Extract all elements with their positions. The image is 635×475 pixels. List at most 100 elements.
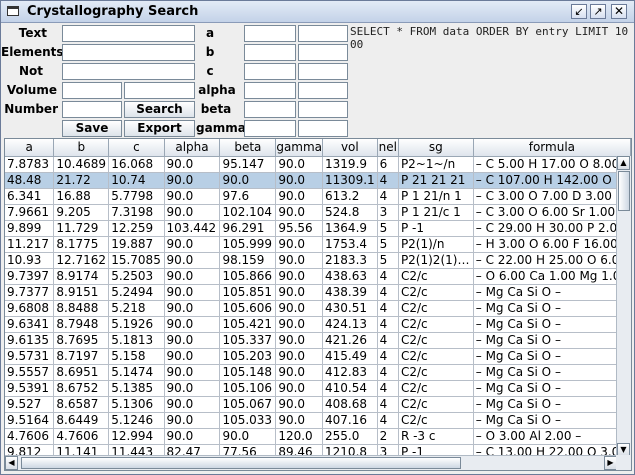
text-input[interactable] — [62, 25, 195, 42]
table-cell-a: 7.8783 — [5, 156, 55, 173]
table-cell-vol: 1319.9 — [322, 156, 378, 173]
column-header-gamma[interactable]: gamma — [275, 139, 324, 157]
title-bar[interactable]: Crystallography Search ↙ ↗ ✕ — [1, 1, 634, 23]
table-cell-formula: – C 5.00 H 17.00 O 8.00 — [473, 156, 631, 173]
table-row[interactable]: 7.8783 10.4689 16.068 90.0 95.147 90.0 1319.9 6… — [5, 156, 631, 173]
table-cell-a: 9.6808 — [5, 300, 55, 317]
table-cell-formula: – C 3.00 O 6.00 Sr 1.00 — [473, 204, 631, 221]
table-cell-c: 5.7798 — [108, 188, 165, 205]
table-cell-vol: 415.49 — [322, 348, 378, 365]
table-cell-a: 9.7397 — [5, 268, 55, 285]
column-header-beta[interactable]: beta — [219, 139, 277, 157]
table-cell-nel: 4 — [377, 364, 399, 381]
volume-min-input[interactable] — [62, 82, 122, 99]
table-cell-alpha: 90.0 — [164, 300, 221, 317]
table-cell-formula: – Mg Ca Si O – — [473, 332, 631, 349]
table-row[interactable]: 4.7606 4.7606 12.994 90.0 90.0 120.0 255.0 2 R -… — [5, 428, 631, 445]
table-row[interactable]: 48.48 21.72 10.74 90.0 90.0 90.0 11309.1 4 P 21 … — [5, 172, 631, 189]
maximize-button[interactable]: ↗ — [590, 4, 606, 19]
table-cell-c: 16.068 — [108, 156, 165, 173]
table-row[interactable]: 9.7377 8.9151 5.2494 90.0 105.851 90.0 438.39 4… — [5, 284, 631, 301]
b-max-input[interactable] — [298, 44, 348, 61]
table-cell-beta: 105.421 — [219, 316, 277, 333]
table-row[interactable]: 9.5731 8.7197 5.158 90.0 105.203 90.0 415.49 4 C… — [5, 348, 631, 365]
scroll-up-arrow-icon[interactable]: ▲ — [617, 156, 630, 170]
alpha-min-input[interactable] — [244, 82, 296, 99]
column-header-formula[interactable]: formula — [473, 139, 631, 157]
table-cell-gamma: 90.0 — [275, 188, 324, 205]
table-cell-b: 10.4689 — [53, 156, 110, 173]
column-header-sg[interactable]: sg — [398, 139, 474, 157]
table-cell-formula: – Mg Ca Si O – — [473, 300, 631, 317]
table-row[interactable]: 9.5557 8.6951 5.1474 90.0 105.148 90.0 412.83 4… — [5, 364, 631, 381]
table-cell-alpha: 90.0 — [164, 172, 221, 189]
table-row[interactable]: 6.341 16.88 5.7798 90.0 97.6 90.0 613.2 4 P 1 21… — [5, 188, 631, 205]
alpha-label: alpha — [198, 83, 236, 97]
table-cell-b: 9.205 — [53, 204, 110, 221]
c-max-input[interactable] — [298, 63, 348, 80]
elements-label: Elements — [1, 45, 64, 59]
table-row[interactable]: 9.5164 8.6449 5.1246 90.0 105.033 90.0 407.16 4… — [5, 412, 631, 429]
horizontal-scroll-thumb[interactable] — [21, 457, 461, 469]
scroll-left-arrow-icon[interactable]: ◀ — [5, 456, 18, 470]
column-header-b[interactable]: b — [53, 139, 110, 157]
iconify-button[interactable]: ↙ — [571, 4, 587, 19]
table-cell-c: 10.74 — [108, 172, 165, 189]
a-label: a — [205, 26, 215, 40]
table-row[interactable]: 7.9661 9.205 7.3198 90.0 102.104 90.0 524.8 3 P … — [5, 204, 631, 221]
table-cell-alpha: 90.0 — [164, 316, 221, 333]
a-min-input[interactable] — [244, 25, 296, 42]
results-table[interactable]: a b c alpha beta gamma vol nel sg formula 7.8783 1… — [4, 138, 632, 471]
table-cell-b: 12.7162 — [53, 252, 110, 269]
column-header-nel[interactable]: nel — [377, 139, 399, 157]
table-cell-beta: 105.866 — [219, 268, 277, 285]
column-header-c[interactable]: c — [108, 139, 165, 157]
table-row[interactable]: 9.899 11.729 12.259 103.442 96.291 95.56 1364.… — [5, 220, 631, 237]
table-row[interactable]: 9.7397 8.9174 5.2503 90.0 105.866 90.0 438.63 4… — [5, 268, 631, 285]
table-row[interactable]: 10.93 12.7162 15.7085 90.0 98.159 90.0 2183.3 5… — [5, 252, 631, 269]
scroll-right-arrow-icon[interactable]: ▶ — [604, 456, 617, 470]
save-button[interactable]: Save — [62, 120, 122, 137]
table-row[interactable]: 9.527 8.6587 5.1306 90.0 105.067 90.0 408.68 4 C… — [5, 396, 631, 413]
table-cell-alpha: 90.0 — [164, 348, 221, 365]
gamma-max-input[interactable] — [298, 120, 348, 137]
table-cell-formula: – H 3.00 O 6.00 F 16.00 — [473, 236, 631, 253]
alpha-max-input[interactable] — [298, 82, 348, 99]
number-input[interactable] — [62, 101, 122, 118]
vertical-scroll-thumb[interactable] — [618, 171, 630, 211]
beta-max-input[interactable] — [298, 101, 348, 118]
table-cell-vol: 412.83 — [322, 364, 378, 381]
table-cell-c: 5.1246 — [108, 412, 165, 429]
table-cell-gamma: 90.0 — [275, 204, 324, 221]
not-input[interactable] — [62, 63, 195, 80]
table-cell-a: 10.93 — [5, 252, 55, 269]
table-cell-a: 9.5164 — [5, 412, 55, 429]
horizontal-scrollbar[interactable]: ◀ ▶ — [5, 455, 617, 470]
column-header-alpha[interactable]: alpha — [164, 139, 221, 157]
export-button[interactable]: Export — [124, 120, 195, 137]
volume-max-input[interactable] — [124, 82, 195, 99]
table-row[interactable]: 9.6808 8.8488 5.218 90.0 105.606 90.0 430.51 4 C… — [5, 300, 631, 317]
results-grid: a b c alpha beta gamma vol nel sg formula 7.8783 1… — [5, 139, 631, 461]
search-button[interactable]: Search — [124, 101, 195, 118]
table-row[interactable]: 9.5391 8.6752 5.1385 90.0 105.106 90.0 410.54 4… — [5, 380, 631, 397]
table-cell-nel: 4 — [377, 284, 399, 301]
c-min-input[interactable] — [244, 63, 296, 80]
beta-label: beta — [200, 102, 232, 116]
column-header-a[interactable]: a — [5, 139, 55, 157]
vertical-scrollbar[interactable]: ▲ ▼ — [616, 156, 631, 457]
table-cell-sg: C2/c — [398, 348, 474, 365]
column-header-vol[interactable]: vol — [322, 139, 378, 157]
a-max-input[interactable] — [298, 25, 348, 42]
b-min-input[interactable] — [244, 44, 296, 61]
table-cell-gamma: 90.0 — [275, 156, 324, 173]
table-header-row: a b c alpha beta gamma vol nel sg formula — [5, 139, 631, 157]
beta-min-input[interactable] — [244, 101, 296, 118]
close-button[interactable]: ✕ — [611, 4, 627, 19]
table-row[interactable]: 9.6341 8.7948 5.1926 90.0 105.421 90.0 424.13 4… — [5, 316, 631, 333]
table-cell-alpha: 90.0 — [164, 364, 221, 381]
table-row[interactable]: 11.217 8.1775 19.887 90.0 105.999 90.0 1753.4 5… — [5, 236, 631, 253]
gamma-min-input[interactable] — [244, 120, 296, 137]
table-row[interactable]: 9.6135 8.7695 5.1813 90.0 105.337 90.0 421.26 4… — [5, 332, 631, 349]
elements-input[interactable] — [62, 44, 195, 61]
